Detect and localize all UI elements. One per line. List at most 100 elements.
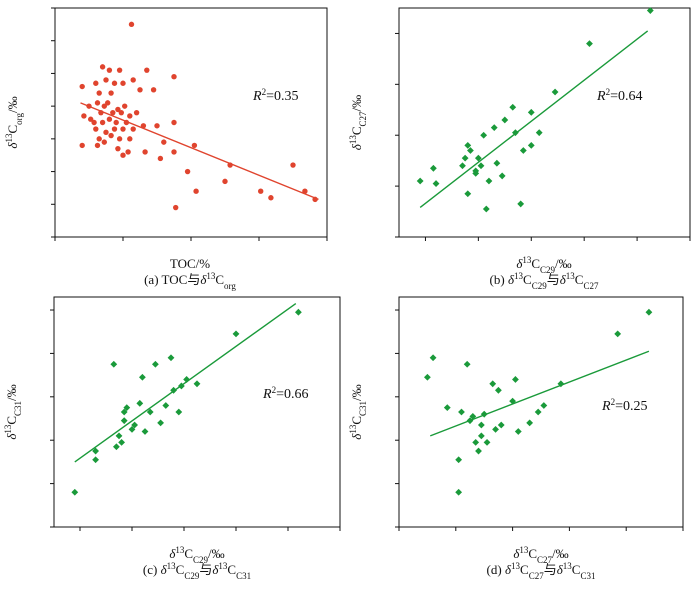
data-point: [96, 136, 102, 142]
caption-sub: org: [224, 281, 236, 291]
data-point: [101, 103, 108, 109]
data-point: [94, 142, 101, 149]
x-axis-label: δ13CC27/‰: [513, 545, 568, 565]
r-squared-symbol: R: [601, 399, 611, 414]
data-point: [193, 188, 199, 194]
x-axis-label-sub: C29: [540, 265, 556, 275]
plot-frame: [398, 296, 684, 528]
caption-sup: 13: [206, 271, 216, 281]
data-point: [517, 200, 525, 208]
data-point: [120, 80, 126, 86]
x-axis-label-base: C: [531, 256, 540, 271]
data-point: [157, 419, 164, 427]
x-axis-label-sup: 13: [519, 545, 529, 555]
data-point: [467, 147, 474, 154]
data-point: [535, 129, 543, 137]
data-point: [459, 162, 466, 170]
caption-prefix: (c): [143, 562, 161, 577]
data-point: [509, 103, 517, 111]
data-point: [96, 90, 102, 96]
data-point: [646, 7, 654, 14]
data-point: [514, 428, 522, 435]
data-point: [512, 376, 519, 383]
caption-sup: 13: [514, 271, 524, 281]
data-point: [477, 432, 485, 440]
panel-caption: (b) δ13CC29与δ13CC27: [490, 271, 599, 291]
r-squared-value: 0.35: [274, 89, 299, 104]
y-axis-label-delta: δ: [5, 142, 20, 149]
data-point: [115, 145, 121, 152]
data-point: [127, 136, 133, 142]
caption-delta-2: δ: [560, 272, 567, 287]
data-point: [86, 103, 92, 109]
data-point: [527, 108, 535, 116]
data-point: [98, 109, 104, 116]
data-point: [154, 123, 160, 129]
y-axis-label: δ13CC27/‰: [348, 95, 368, 150]
data-point: [463, 360, 471, 368]
y-axis-label-sup: 13: [4, 133, 14, 143]
caption-delta: δ: [161, 562, 168, 577]
data-point: [268, 195, 274, 201]
data-point: [111, 80, 118, 86]
x-axis-label-sub: C29: [193, 555, 209, 565]
y-axis-label-sub: C31: [358, 401, 368, 416]
data-point: [120, 152, 126, 158]
caption-sup-2: 13: [563, 561, 573, 571]
r-squared-value: 0.66: [284, 387, 309, 402]
data-point: [111, 126, 118, 132]
data-point: [115, 106, 121, 113]
caption-base-2: C: [575, 272, 584, 287]
data-point: [222, 178, 228, 185]
data-point: [125, 149, 131, 155]
y-axis-label: δ13CC31/‰: [348, 384, 368, 439]
data-point: [113, 443, 120, 451]
x-axis-label-sup: 13: [175, 545, 185, 555]
r-squared-value: 0.25: [623, 399, 648, 414]
data-point: [501, 116, 509, 124]
data-point: [171, 74, 177, 80]
data-point: [161, 139, 167, 145]
data-point: [91, 119, 97, 126]
data-point: [429, 164, 437, 172]
x-axis-label-base: C: [528, 546, 537, 561]
data-point: [519, 147, 527, 154]
data-point: [534, 408, 542, 416]
data-point: [527, 142, 535, 149]
x-axis-label-sub: C27: [537, 555, 553, 565]
caption-base-2: C: [572, 562, 581, 577]
y-axis-label-sup: 13: [3, 424, 13, 434]
caption-sub-2: C31: [236, 571, 251, 581]
x-axis-label: δ13CC29/‰: [516, 255, 571, 275]
data-point: [116, 67, 123, 73]
data-point: [432, 180, 440, 187]
data-point: [103, 77, 109, 83]
data-point: [136, 399, 144, 407]
data-point: [472, 438, 480, 446]
r-squared-equals: =: [266, 89, 274, 104]
data-point: [106, 67, 113, 73]
caption-sup: 13: [167, 561, 177, 571]
y-axis-label-sub: C31: [13, 401, 23, 416]
plot-frame: [53, 296, 341, 528]
data-point: [614, 330, 622, 338]
data-point: [105, 100, 111, 106]
data-point: [497, 421, 505, 429]
data-point: [128, 425, 136, 433]
x-axis-label: TOC/%: [170, 256, 210, 271]
caption-base: C: [523, 272, 532, 287]
plot-frame: [398, 7, 691, 238]
r-squared-symbol: R: [252, 89, 262, 104]
caption-connector: 与: [199, 562, 212, 577]
data-point: [108, 132, 114, 139]
data-point: [477, 162, 485, 170]
panel-caption: (d) δ13CC27与δ13CC31: [487, 561, 596, 581]
data-point: [429, 354, 437, 362]
data-point: [295, 308, 302, 316]
data-point: [127, 113, 133, 119]
data-point: [167, 354, 175, 362]
data-point: [464, 142, 472, 149]
x-axis-label-delta: δ: [169, 546, 176, 561]
